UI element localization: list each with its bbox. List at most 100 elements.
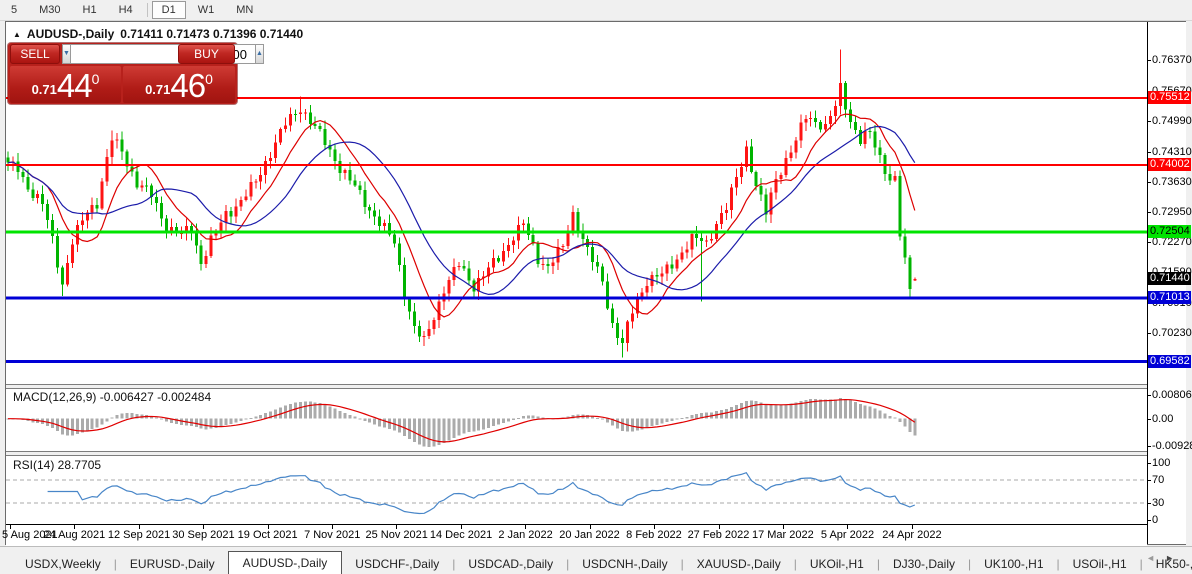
tab-dj30-daily[interactable]: DJ30-,Daily — [892, 557, 955, 571]
macd-tick[interactable] — [1147, 418, 1151, 420]
time-tick-label[interactable]: 12 Sep 2021 — [107, 529, 171, 541]
tab-scroll-right-icon[interactable]: ► — [1165, 553, 1184, 563]
time-tick[interactable] — [396, 525, 398, 529]
price-tick-label[interactable]: 0.76370 — [1152, 54, 1192, 66]
time-tick[interactable] — [718, 525, 720, 529]
price-tick-label[interactable]: 0.70230 — [1152, 326, 1192, 339]
time-tick-label[interactable]: 8 Feb 2022 — [626, 529, 682, 541]
tab-eurusd-daily[interactable]: EURUSD-,Daily — [129, 557, 215, 571]
timeframe-button-w1[interactable]: W1 — [197, 4, 215, 16]
price-tick-label[interactable]: 0.74990 — [1152, 115, 1192, 128]
price-tick[interactable] — [1147, 212, 1151, 213]
time-tick-label[interactable]: 5 Aug 2021 — [2, 529, 58, 541]
macd-tick-label[interactable]: -0.00928 — [1152, 440, 1192, 452]
collapse-objects-icon[interactable]: ▲ — [13, 29, 21, 39]
macd-tick-label[interactable]: 0.00 — [1152, 412, 1174, 425]
time-tick[interactable] — [10, 525, 11, 529]
tab-usdcad-daily[interactable]: USDCAD-,Daily — [468, 557, 554, 571]
time-tick-label[interactable]: 19 Oct 2021 — [237, 529, 298, 541]
tab-uk100-h1[interactable]: UK100-,H1 — [984, 557, 1044, 571]
tab-scroll-left-icon[interactable]: ◄ — [1146, 553, 1166, 563]
rsi-tick[interactable] — [1147, 480, 1151, 482]
tab-usdx-weekly[interactable]: USDX,Weekly — [25, 557, 101, 571]
time-tick[interactable] — [911, 525, 913, 529]
volume-increase-button[interactable]: ▲ — [254, 44, 264, 64]
macd-tick-label[interactable]: 0.008061 — [1152, 389, 1192, 401]
tab-audusd-daily[interactable]: AUDUSD-,Daily — [227, 551, 343, 574]
price-level-badge[interactable]: 0.71440 — [1148, 272, 1191, 286]
price-tick[interactable] — [1147, 181, 1151, 183]
price-tick-label[interactable]: 0.72270 — [1152, 236, 1192, 249]
tab-ukoil-h1[interactable]: UKOil-,H1 — [809, 557, 864, 571]
time-tick-label[interactable]: 2 Jan 2022 — [498, 529, 553, 541]
time-tick-label[interactable]: 17 Mar 2022 — [751, 529, 814, 541]
macd-splitter[interactable] — [6, 384, 1147, 389]
volume-decrease-button[interactable]: ▼ — [62, 44, 71, 64]
tab-hk50-h1[interactable]: HK50-,H1 — [1155, 557, 1192, 571]
time-tick[interactable] — [203, 525, 205, 529]
time-tick-label[interactable]: 24 Aug 2021 — [43, 529, 106, 541]
price-tick-label[interactable]: 0.73630 — [1152, 175, 1192, 188]
price-tick-label[interactable]: 0.72950 — [1152, 206, 1192, 218]
timeframe-button-d1[interactable]: D1 — [151, 1, 186, 19]
time-tick[interactable] — [267, 525, 269, 529]
price-level-badge[interactable]: 0.74002 — [1148, 158, 1191, 172]
price-level-badge[interactable]: 0.75512 — [1148, 91, 1191, 105]
time-tick[interactable] — [74, 525, 76, 529]
time-tick[interactable] — [460, 525, 462, 529]
time-tick[interactable] — [525, 525, 527, 529]
price-level-badge[interactable]: 0.71013 — [1148, 291, 1191, 305]
time-tick-label[interactable]: 7 Nov 2021 — [304, 529, 361, 541]
macd-tick[interactable] — [1147, 446, 1151, 447]
price-tick[interactable] — [1147, 242, 1151, 244]
tab-usdcnh-daily[interactable]: USDCNH-,Daily — [582, 557, 668, 571]
rsi-tick-label[interactable]: 30 — [1152, 496, 1165, 509]
buy-button[interactable]: BUY — [178, 44, 235, 64]
time-tick-label[interactable]: 5 Apr 2022 — [820, 529, 875, 541]
rsi-splitter[interactable] — [6, 451, 1147, 456]
tab-usoil-h1[interactable]: USOil-,H1 — [1072, 557, 1127, 571]
timeframe-button-h1[interactable]: H1 — [82, 4, 97, 16]
timeframe-button-h4[interactable]: H4 — [118, 4, 133, 16]
price-tick[interactable] — [1147, 121, 1151, 123]
timeframe-button-mn[interactable]: MN — [236, 4, 254, 16]
rsi-tick[interactable] — [1147, 502, 1151, 504]
time-tick[interactable] — [138, 525, 140, 529]
rsi-tick[interactable] — [1147, 520, 1151, 521]
sell-price-display[interactable]: 0.71 44 0 — [10, 66, 121, 103]
rsi-tick-label[interactable]: 100 — [1152, 457, 1171, 469]
time-tick[interactable] — [847, 525, 849, 529]
timeframe-button-5[interactable]: 5 — [11, 4, 18, 16]
price-tick[interactable] — [1147, 332, 1151, 334]
sell-button[interactable]: SELL — [10, 44, 60, 64]
price-tick[interactable] — [1147, 151, 1151, 153]
rsi-indicator-pane[interactable] — [6, 456, 1147, 524]
time-axis[interactable] — [6, 524, 1147, 546]
time-tick-label[interactable]: 25 Nov 2021 — [365, 529, 428, 541]
price-level-badge[interactable]: 0.69582 — [1148, 354, 1191, 368]
rsi-tick-label[interactable]: 70 — [1152, 474, 1165, 487]
macd-tick[interactable] — [1147, 395, 1151, 396]
buy-price-display[interactable]: 0.71 46 0 — [123, 66, 235, 103]
price-tick-label[interactable]: 0.74310 — [1152, 145, 1192, 158]
tab-xauusd-daily[interactable]: XAUUSD-,Daily — [696, 557, 781, 571]
time-tick[interactable] — [332, 525, 334, 529]
macd-indicator-pane[interactable] — [6, 389, 1147, 451]
time-tick-label[interactable]: 27 Feb 2022 — [687, 529, 750, 541]
price-level-badge[interactable]: 0.72504 — [1148, 224, 1191, 238]
time-tick[interactable] — [782, 525, 784, 529]
rsi-tick-label[interactable]: 0 — [1152, 514, 1159, 526]
price-chart-pane[interactable] — [6, 26, 1147, 384]
time-tick-label[interactable]: 30 Sep 2021 — [172, 529, 235, 541]
time-tick-label[interactable]: 24 Apr 2022 — [882, 529, 942, 541]
tab-usdchf-daily[interactable]: USDCHF-,Daily — [355, 557, 440, 571]
time-tick-label[interactable]: 20 Jan 2022 — [559, 529, 620, 541]
price-tick[interactable] — [1147, 60, 1151, 61]
time-tick[interactable] — [589, 525, 591, 529]
rsi-tick[interactable] — [1147, 463, 1151, 464]
time-tick[interactable] — [654, 525, 656, 529]
buy-price-pips: 46 — [170, 67, 206, 104]
time-tick-label[interactable]: 14 Dec 2021 — [429, 529, 493, 541]
timeframe-button-m30[interactable]: M30 — [39, 4, 61, 16]
